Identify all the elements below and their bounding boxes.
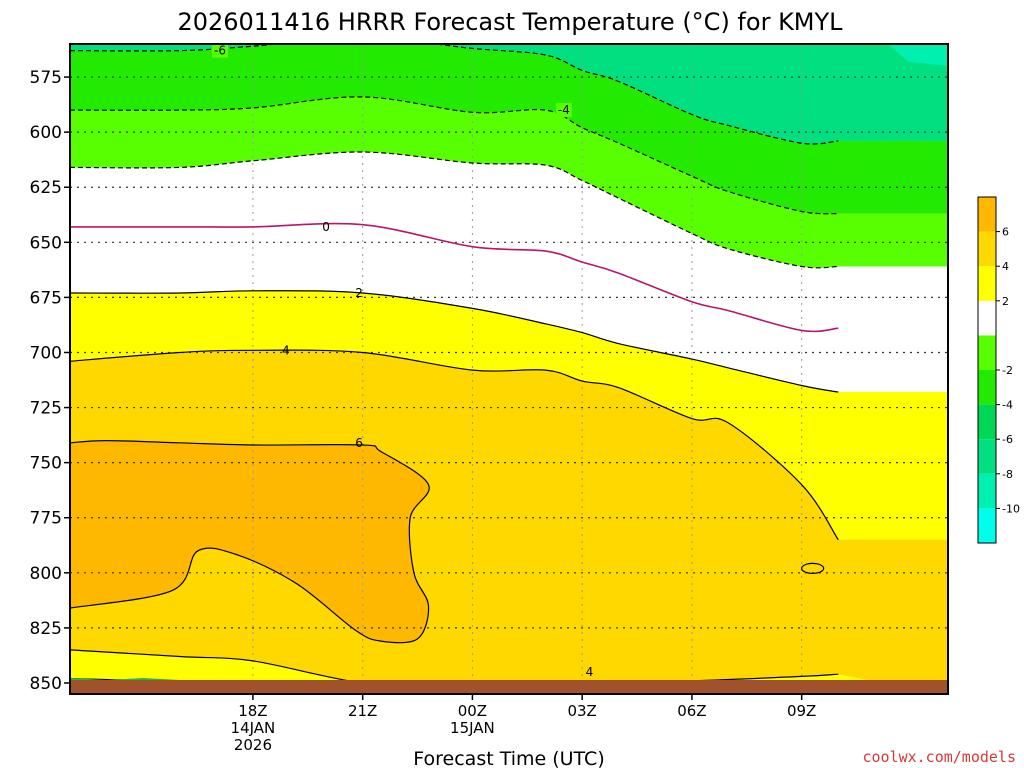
x-tick-label: 15JAN — [450, 719, 495, 737]
y-tick-label: 600 — [30, 123, 62, 143]
y-tick-label: 725 — [30, 399, 62, 419]
y-tick-label: 575 — [30, 68, 62, 88]
chart-title: 2026011416 HRRR Forecast Temperature (°C… — [177, 8, 843, 36]
colorbar-segment — [978, 404, 996, 440]
x-tick-label: 09Z — [787, 702, 816, 720]
y-tick-label: 775 — [30, 509, 62, 529]
contour-line — [70, 96, 839, 215]
colorbar-segment — [978, 197, 996, 232]
colorbar-label: -10 — [1002, 502, 1020, 515]
contour-line — [70, 222, 839, 333]
x-tick-label: 2026 — [234, 736, 272, 754]
x-tick-label: 14JAN — [231, 719, 276, 737]
x-tick-label: 03Z — [567, 702, 596, 720]
plot-frame — [69, 43, 949, 695]
contour-label: 2 — [355, 286, 363, 300]
y-tick-label: 700 — [30, 343, 62, 363]
contour-label: -4 — [558, 103, 570, 117]
y-tick-label: 625 — [30, 178, 62, 198]
contour-label: 4 — [282, 343, 290, 357]
contour-line — [70, 349, 839, 541]
colorbar-label: -8 — [1002, 468, 1013, 481]
colorbar-label: -4 — [1002, 399, 1013, 412]
contour-label: -6 — [214, 44, 226, 58]
website-credit[interactable]: coolwx.com/models — [862, 748, 1016, 766]
contour-line — [70, 151, 839, 269]
y-tick-label: 850 — [30, 674, 62, 694]
x-tick-label: 06Z — [677, 702, 706, 720]
x-tick-label: 21Z — [348, 702, 377, 720]
y-tick-label: 650 — [30, 233, 62, 253]
y-tick-label: 800 — [30, 564, 62, 584]
temperature-fill-bands — [70, 44, 948, 694]
colorbar-segment — [978, 266, 996, 301]
colorbar-label: 2 — [1002, 295, 1009, 308]
contour-label: 0 — [322, 220, 330, 234]
contour-line — [70, 439, 430, 644]
terrain-ground — [70, 678, 948, 694]
band-minus8-minus6 — [888, 44, 948, 67]
contour-labels: -6 -4 0 2 4 6 4 — [211, 43, 594, 679]
colorbar-label: 4 — [1002, 260, 1009, 273]
colorbar-label: 6 — [1002, 226, 1009, 239]
band-minus6-minus4 — [70, 44, 948, 214]
colorbar-segment — [978, 231, 996, 267]
colorbar-segment — [978, 370, 996, 405]
band-plus2-plus4 — [70, 290, 948, 540]
contour-line — [801, 562, 825, 575]
contour-label: 6 — [355, 436, 363, 450]
y-tick-label: 750 — [30, 454, 62, 474]
contour-label-bg — [555, 103, 572, 118]
colorbar-segment — [978, 335, 996, 370]
colorbar-segment — [978, 473, 996, 509]
band-minus4-minus2 — [70, 96, 948, 268]
colorbar-label: -6 — [1002, 433, 1013, 446]
band-above-plus6 — [70, 440, 430, 643]
y-tick-label: 675 — [30, 288, 62, 308]
ground-green-patch — [70, 678, 180, 680]
colorbar-segment — [978, 300, 996, 336]
x-axis-label: Forecast Time (UTC) — [413, 748, 604, 768]
band-minus2-plus2 — [70, 151, 948, 393]
ground-surface — [70, 680, 948, 694]
contour-label-bg — [211, 43, 228, 58]
band-below-minus6 — [70, 44, 948, 144]
contour-label: 4 — [586, 665, 594, 679]
y-axis: 575 600 625 650 675 700 725 750 775 800 825 850 — [30, 68, 70, 694]
colorbar-segment — [978, 508, 996, 543]
x-tick-label: 18Z — [238, 702, 267, 720]
colorbar-legend: -10 -8 -6 -4 -2 2 4 6 — [977, 196, 1020, 544]
contour-line — [70, 44, 839, 145]
colorbar-segment — [978, 439, 996, 474]
contour-line — [70, 290, 839, 393]
y-tick-label: 825 — [30, 619, 62, 639]
colorbar-label: -2 — [1002, 364, 1013, 377]
x-tick-label: 00Z — [458, 702, 487, 720]
contour-lines — [70, 44, 839, 694]
